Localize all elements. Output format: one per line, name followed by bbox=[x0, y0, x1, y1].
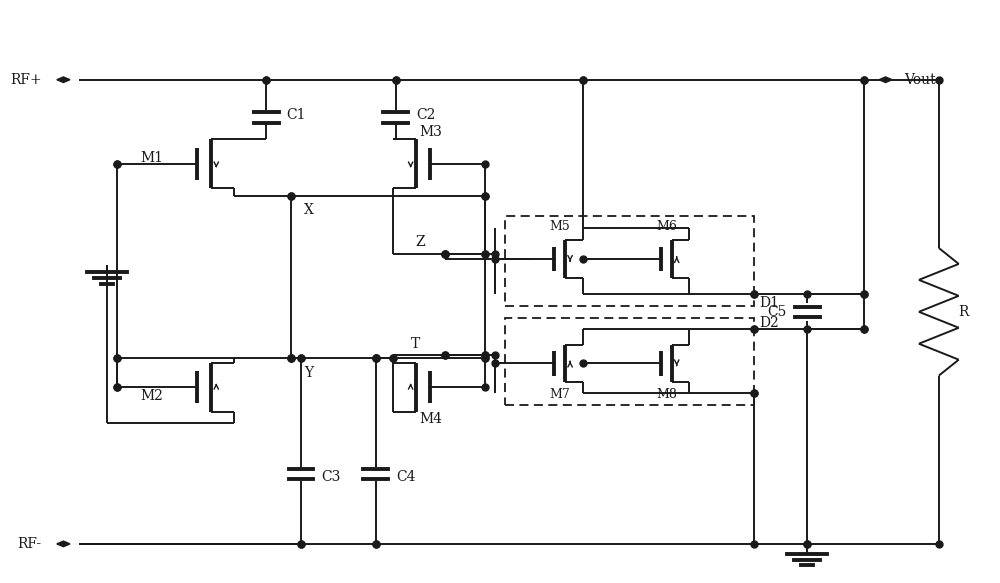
Text: C2: C2 bbox=[416, 107, 435, 121]
Text: D1: D1 bbox=[759, 296, 779, 310]
Text: M5: M5 bbox=[550, 220, 570, 233]
Text: RF-: RF- bbox=[18, 537, 42, 551]
Text: C5: C5 bbox=[768, 305, 787, 319]
Text: D2: D2 bbox=[760, 317, 779, 331]
Text: M1: M1 bbox=[140, 151, 163, 165]
Polygon shape bbox=[57, 77, 70, 83]
Text: RF+: RF+ bbox=[10, 73, 42, 87]
Text: M8: M8 bbox=[656, 388, 677, 401]
Text: M2: M2 bbox=[140, 389, 163, 403]
Bar bbox=[505, 318, 754, 405]
Text: X: X bbox=[304, 203, 314, 217]
Bar bbox=[505, 216, 754, 306]
Polygon shape bbox=[879, 77, 892, 83]
Text: M4: M4 bbox=[419, 412, 442, 426]
Text: R: R bbox=[959, 305, 969, 319]
Text: Vout: Vout bbox=[904, 73, 936, 87]
Text: Y: Y bbox=[304, 366, 314, 380]
Text: T: T bbox=[411, 337, 420, 351]
Text: Z: Z bbox=[416, 235, 425, 249]
Text: M7: M7 bbox=[550, 388, 570, 401]
Text: M3: M3 bbox=[419, 125, 442, 139]
Text: C1: C1 bbox=[286, 107, 306, 121]
Text: M6: M6 bbox=[656, 220, 677, 233]
Text: C3: C3 bbox=[321, 470, 341, 484]
Text: C4: C4 bbox=[396, 470, 415, 484]
Polygon shape bbox=[57, 541, 70, 547]
